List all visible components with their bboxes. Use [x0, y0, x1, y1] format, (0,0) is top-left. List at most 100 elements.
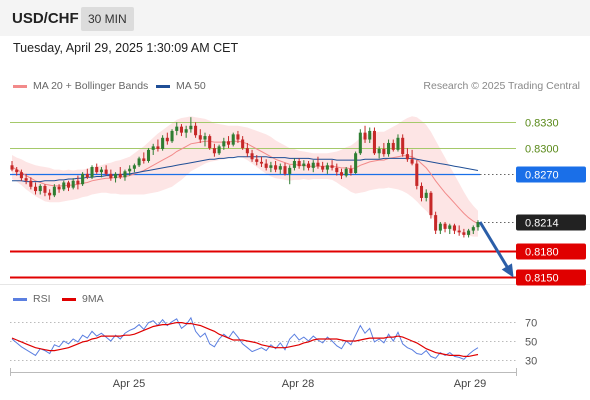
rsi-9ma-line — [11, 322, 479, 357]
candle-body — [391, 142, 395, 150]
candle-body — [434, 215, 438, 231]
candle-body — [161, 137, 165, 149]
candle-body — [156, 146, 160, 149]
candle-body — [95, 167, 99, 173]
candle-body — [307, 163, 311, 168]
legend-9ma-label: 9MA — [82, 293, 104, 305]
x-tick-label: Apr 29 — [454, 378, 486, 390]
symbol-title: USD/CHF — [12, 10, 79, 27]
candle-body — [189, 125, 193, 130]
candle-body — [179, 126, 183, 133]
x-tick-label: Apr 25 — [113, 378, 145, 390]
candle-body — [62, 182, 66, 190]
candle-body — [66, 182, 71, 188]
rsi-swatch — [13, 297, 27, 301]
candle-body — [335, 167, 339, 173]
candle-body — [99, 169, 103, 173]
candle-body — [443, 223, 447, 229]
projection-arrow-head — [501, 263, 514, 278]
candle-body — [363, 132, 367, 140]
candle-body — [302, 163, 306, 167]
candle-body — [231, 134, 235, 145]
candle-body — [128, 168, 132, 172]
candle-body — [48, 192, 52, 196]
level-tag-support — [516, 269, 586, 286]
candle-body — [123, 171, 127, 178]
candle-body — [85, 173, 89, 178]
candle-body — [52, 186, 56, 196]
candle-body — [358, 132, 362, 154]
legend-rsi-label: RSI — [33, 293, 51, 305]
candle-body — [401, 137, 405, 155]
candle-body — [114, 173, 118, 179]
x-tick-label: Apr 28 — [282, 378, 314, 390]
candle-body — [165, 137, 169, 142]
candle-body — [372, 130, 376, 154]
level-tag-last — [516, 214, 586, 231]
credit-text: Research © 2025 Trading Central — [423, 80, 580, 92]
candle-body — [274, 165, 278, 170]
candle-body — [321, 166, 325, 170]
candle-body — [259, 161, 264, 164]
candle-body — [419, 185, 424, 198]
timeframe-badge[interactable]: 30 MIN — [81, 7, 134, 31]
candle-body — [132, 165, 136, 169]
candle-body — [217, 146, 221, 154]
candle-body — [354, 153, 358, 174]
candle-body — [316, 162, 320, 167]
level-tag-support — [516, 243, 586, 260]
level-label-last: 0.8214 — [525, 218, 559, 230]
chart-datetime: Tuesday, April 29, 2025 1:30:09 AM CET — [13, 41, 239, 55]
candle-body — [10, 165, 14, 170]
candle-body — [81, 173, 85, 185]
candle-body — [457, 230, 461, 233]
candle-body — [38, 185, 42, 192]
legend-9ma: 9MA — [62, 293, 104, 305]
candle-body — [19, 172, 23, 179]
ma20-swatch — [13, 84, 27, 88]
candle-body — [118, 173, 122, 178]
ma20-line — [11, 140, 479, 225]
candle-body — [34, 186, 38, 192]
candle-body — [292, 161, 296, 168]
legend-ma20: MA 20 + Bollinger Bands — [13, 80, 148, 92]
candle-body — [142, 158, 146, 161]
candle-body — [194, 125, 198, 136]
level-label-resistance: 0.8300 — [525, 144, 559, 156]
candle-body — [203, 136, 207, 140]
rsi-line — [11, 316, 479, 360]
candle-body — [396, 137, 400, 150]
candle-body — [452, 225, 456, 231]
candle-body — [330, 165, 334, 168]
candle-body — [43, 185, 47, 193]
candle-body — [104, 169, 108, 174]
candle-body — [198, 135, 202, 140]
candle-body — [264, 163, 268, 168]
candle-body — [382, 148, 386, 155]
candle-body — [175, 126, 179, 131]
9ma-swatch — [62, 297, 76, 301]
candle-body — [241, 139, 245, 149]
candle-body — [245, 148, 249, 154]
candle-body — [57, 186, 61, 190]
ma50-line — [12, 156, 479, 183]
candle-body — [349, 168, 353, 174]
level-tag-pivot — [516, 166, 586, 183]
candle-body — [467, 230, 471, 235]
candle-body — [222, 141, 226, 147]
candle-body — [283, 166, 287, 174]
candle-body — [208, 136, 212, 149]
candle-body — [339, 172, 344, 176]
candle-body — [288, 167, 292, 174]
level-label-pivot: 0.8270 — [525, 170, 559, 182]
legend-ma50: MA 50 — [156, 80, 206, 92]
candle-body — [90, 167, 94, 178]
level-label-support: 0.8180 — [525, 247, 559, 259]
candle-body — [250, 153, 254, 160]
candle-body — [184, 129, 188, 133]
ma50-swatch — [156, 84, 170, 88]
legend-rsi: RSI — [13, 293, 51, 305]
candle-body — [255, 159, 259, 162]
candle-body — [368, 130, 372, 140]
